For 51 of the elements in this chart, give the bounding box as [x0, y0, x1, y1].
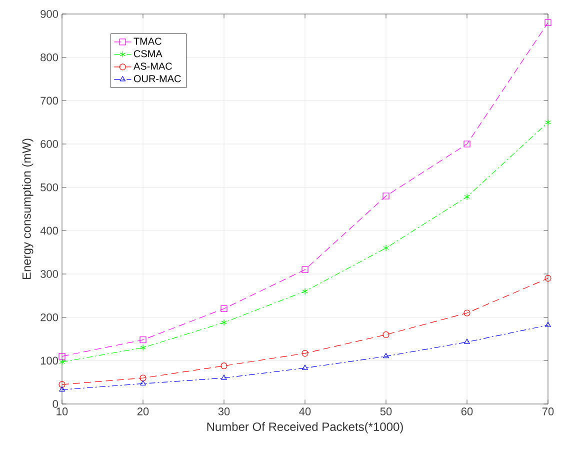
- point: [220, 305, 228, 312]
- legend-label: TMAC: [134, 38, 162, 45]
- point: [302, 288, 308, 295]
- point: [545, 322, 551, 327]
- point: [382, 331, 390, 338]
- point: [221, 374, 227, 380]
- point: [302, 266, 308, 273]
- point: [544, 19, 552, 26]
- x-tick-label: 40: [299, 408, 311, 416]
- point: [220, 362, 228, 370]
- point: [302, 350, 308, 357]
- x-axis-title: Number Of Received Packets(*1000): [207, 422, 403, 434]
- legend-label: AS-MAC: [133, 62, 172, 70]
- point: [382, 192, 390, 200]
- y-tick-label: 300: [40, 270, 58, 278]
- y-tick-label: 400: [40, 226, 58, 235]
- y-tick-label: 200: [40, 313, 58, 322]
- point: [221, 319, 227, 326]
- point: [59, 386, 65, 392]
- y-axis-title: Energy consumption (mW): [22, 138, 34, 280]
- y-tick-label: 800: [40, 53, 58, 62]
- point: [383, 353, 389, 358]
- y-tick-label: 0: [52, 400, 58, 408]
- point: [544, 275, 552, 282]
- x-tick-label: 20: [137, 408, 149, 416]
- y-tick-label: 600: [40, 140, 58, 148]
- x-tick-label: 70: [542, 408, 554, 416]
- point: [59, 358, 65, 366]
- legend-label: CSMA: [134, 50, 162, 58]
- legend-label: OUR-MAC: [134, 75, 181, 82]
- point: [464, 194, 470, 200]
- y-tick-label: 900: [40, 10, 58, 18]
- point: [140, 336, 146, 344]
- point: [140, 380, 146, 386]
- x-tick-label: 30: [218, 408, 230, 416]
- point: [302, 364, 308, 370]
- y-tick-label: 500: [40, 183, 58, 192]
- point: [140, 374, 146, 382]
- y-tick-label: 100: [40, 356, 58, 365]
- x-tick-label: 60: [461, 408, 473, 416]
- point: [464, 140, 470, 148]
- point: [464, 338, 470, 344]
- point: [58, 353, 66, 360]
- y-tick-label: 700: [40, 96, 58, 105]
- point: [58, 381, 66, 388]
- point: [383, 244, 389, 252]
- point: [464, 310, 470, 316]
- point: [140, 344, 146, 351]
- point: [545, 119, 551, 126]
- x-tick-label: 10: [56, 408, 68, 416]
- x-tick-label: 50: [380, 408, 392, 416]
